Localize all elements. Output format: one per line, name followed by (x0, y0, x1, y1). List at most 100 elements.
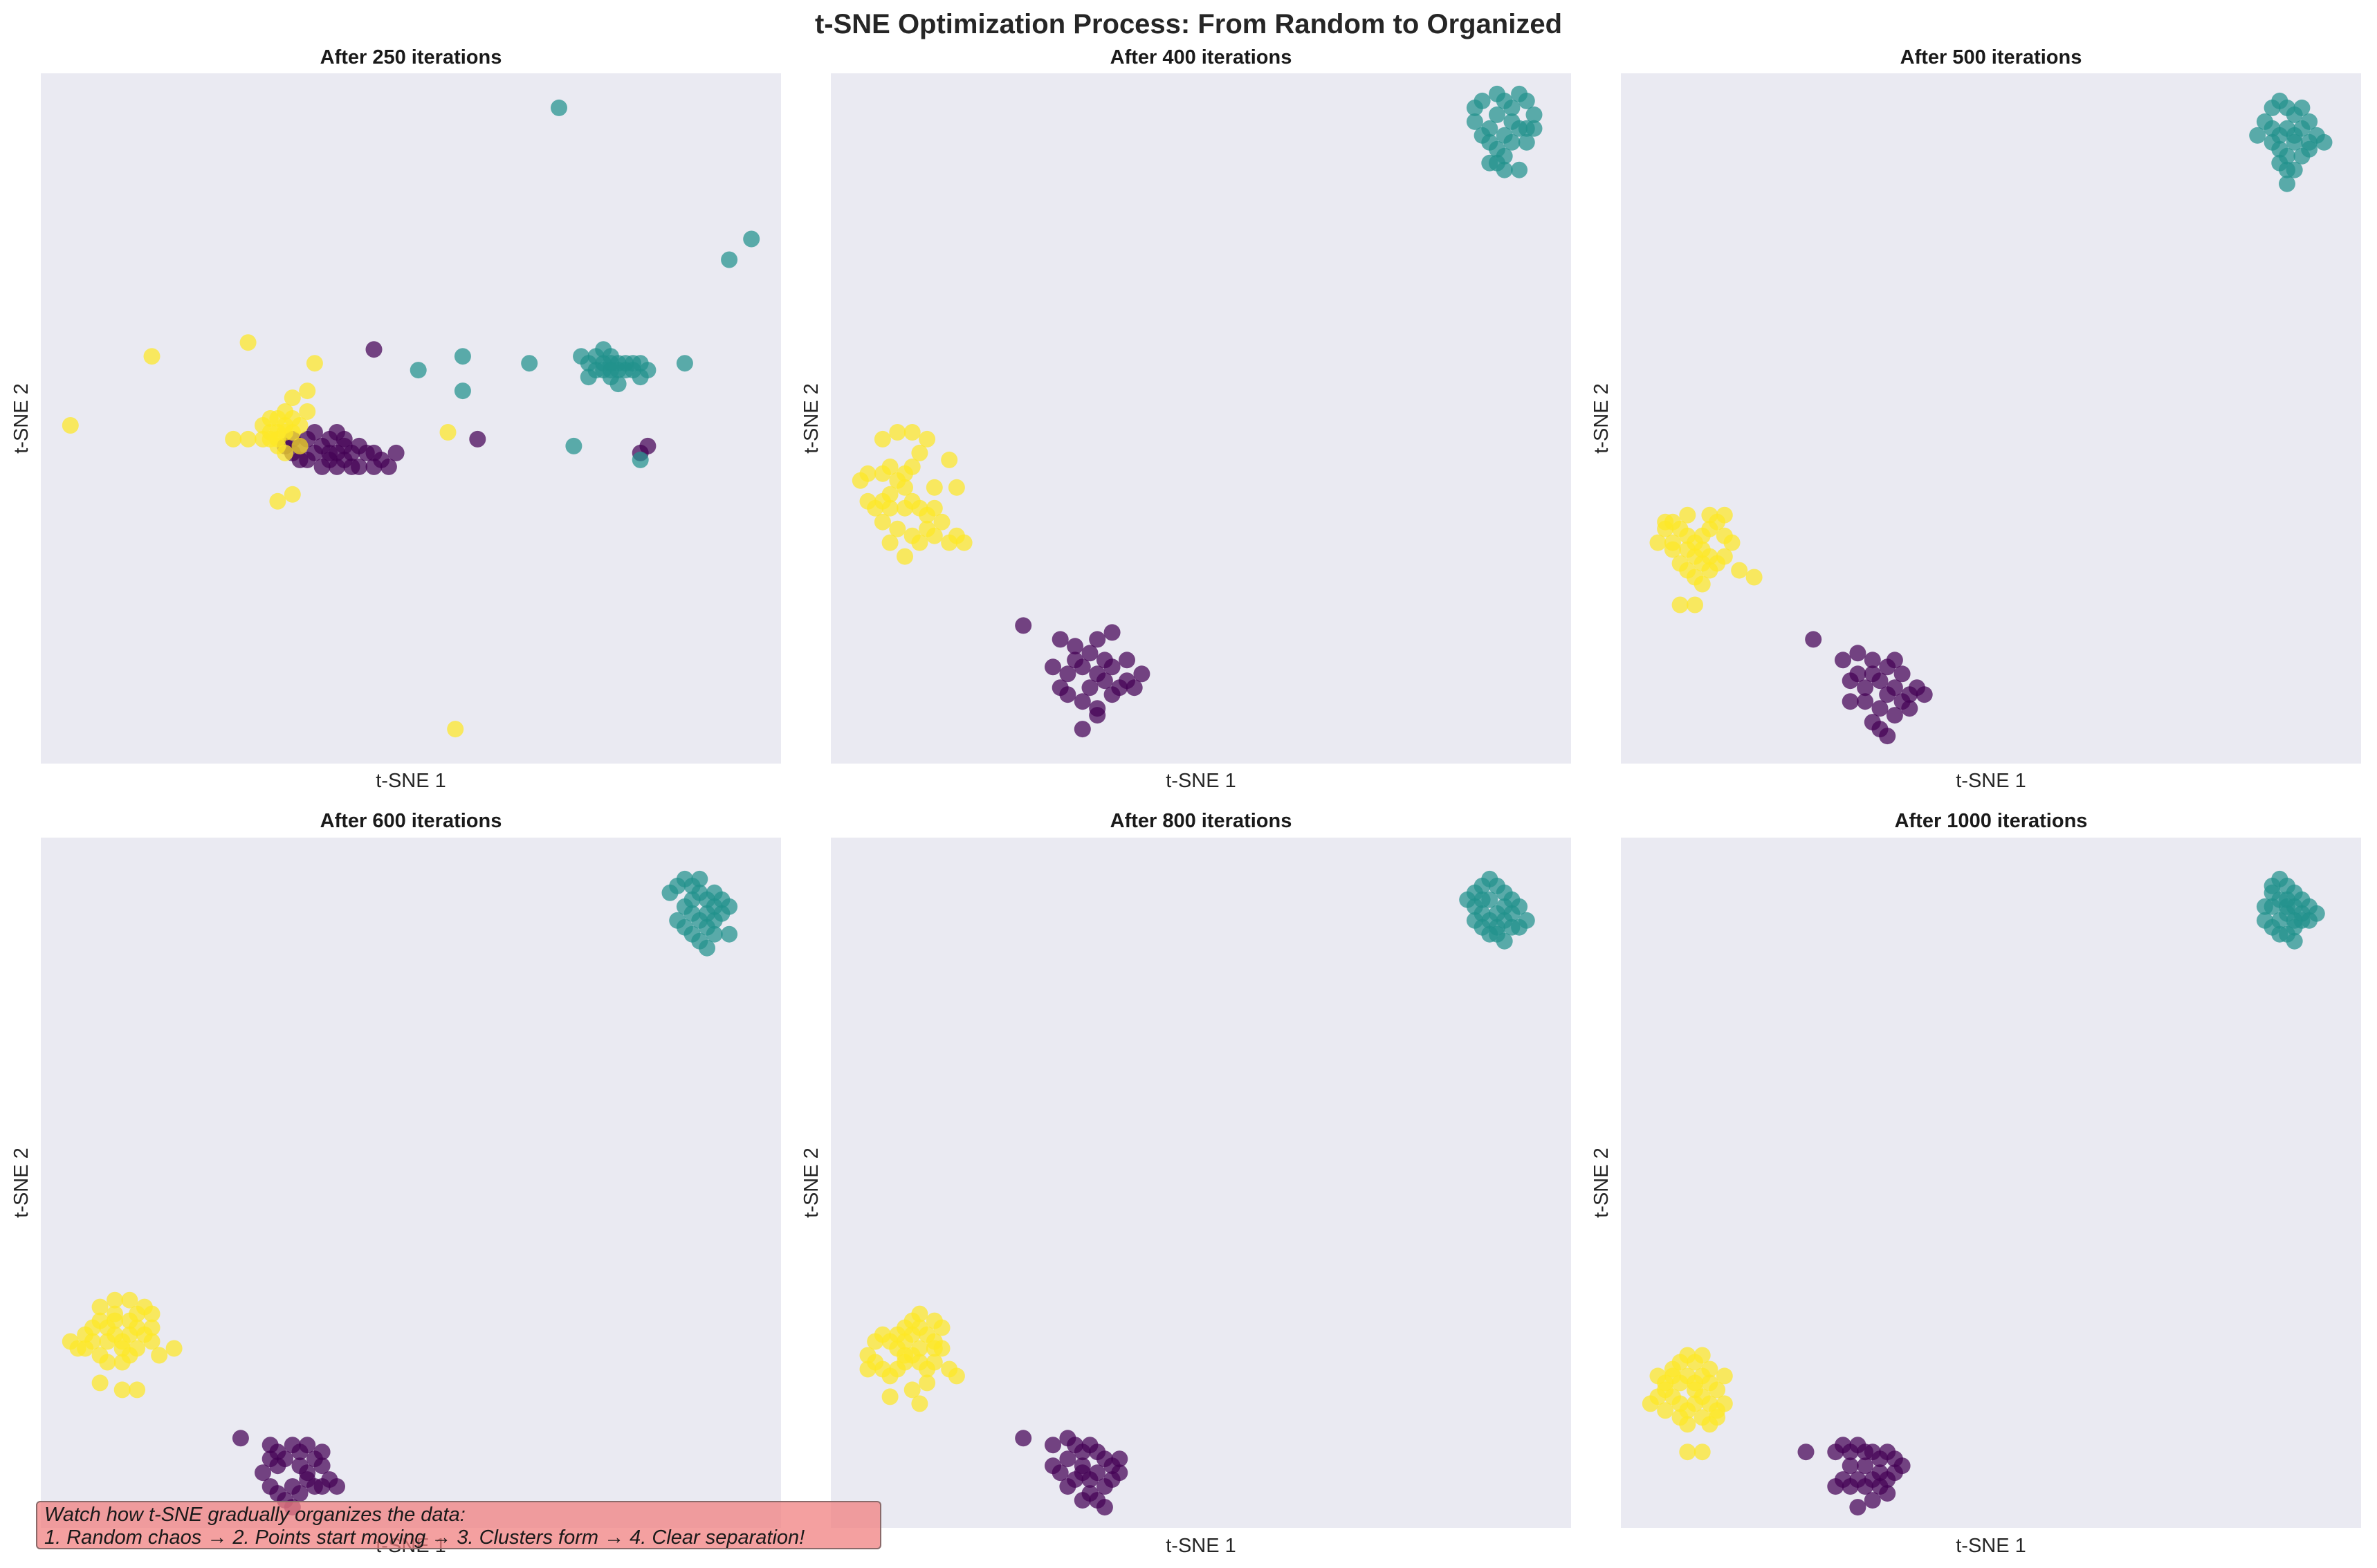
data-point-class-0 (1096, 672, 1113, 690)
data-point-class-0 (1893, 665, 1911, 683)
data-point-class-2 (1701, 1361, 1718, 1378)
data-point-class-0 (1827, 1478, 1844, 1495)
data-point-class-0 (299, 1437, 316, 1454)
data-point-class-1 (595, 341, 612, 358)
data-point-class-2 (225, 430, 242, 448)
data-point-class-2 (911, 1340, 928, 1357)
data-point-class-1 (1474, 92, 1491, 109)
caption-line-1: Watch how t-SNE gradually organizes the … (44, 1504, 466, 1526)
data-point-class-0 (1849, 645, 1866, 662)
data-point-class-2 (1731, 562, 1748, 579)
data-point-class-1 (1466, 113, 1483, 130)
data-point-class-2 (447, 721, 464, 738)
data-point-class-0 (299, 451, 316, 468)
data-point-class-1 (1496, 932, 1513, 950)
data-point-class-0 (1111, 1450, 1128, 1468)
data-point-class-2 (1679, 1347, 1696, 1364)
data-point-class-1 (2279, 891, 2295, 908)
data-point-class-0 (313, 1457, 331, 1475)
data-point-class-1 (706, 898, 723, 915)
data-point-class-1 (632, 451, 649, 468)
data-point-class-2 (1657, 1402, 1674, 1419)
data-point-class-2 (897, 548, 913, 565)
data-point-class-2 (859, 465, 877, 482)
data-point-class-1 (602, 355, 619, 372)
data-point-class-1 (1489, 154, 1505, 172)
data-point-class-2 (926, 527, 943, 544)
data-point-class-0 (329, 1478, 345, 1495)
data-point-class-1 (551, 99, 567, 116)
x-axis-label: t-SNE 1 (1166, 770, 1236, 792)
data-point-class-0 (306, 424, 323, 441)
data-point-class-1 (721, 251, 738, 268)
data-point-class-0 (1067, 638, 1084, 655)
data-point-class-0 (1857, 1457, 1874, 1475)
data-point-class-1 (454, 382, 471, 400)
data-point-class-0 (1045, 1437, 1061, 1454)
data-point-class-1 (2271, 154, 2288, 172)
data-point-class-0 (1871, 1464, 1889, 1482)
data-point-class-2 (911, 1305, 928, 1322)
data-point-class-0 (1103, 624, 1121, 641)
y-axis-label: t-SNE 2 (1590, 383, 1613, 454)
data-point-class-2 (1649, 1367, 1667, 1385)
plot-area (1621, 838, 2361, 1528)
data-point-class-1 (2256, 912, 2273, 929)
data-point-class-2 (881, 499, 899, 517)
data-point-class-0 (1089, 707, 1106, 724)
data-point-class-2 (897, 1347, 913, 1364)
data-point-class-0 (387, 444, 405, 461)
data-point-class-2 (113, 1381, 131, 1399)
data-point-class-2 (926, 1340, 943, 1357)
data-point-class-0 (277, 1450, 294, 1468)
data-point-class-1 (2249, 127, 2266, 144)
data-point-class-2 (1679, 506, 1696, 524)
data-point-class-0 (1015, 1430, 1032, 1447)
y-axis-label: t-SNE 2 (10, 383, 33, 454)
data-point-class-0 (1059, 1450, 1076, 1468)
data-point-class-1 (625, 355, 641, 372)
data-point-class-2 (1745, 569, 1763, 586)
data-point-class-2 (926, 479, 943, 496)
data-point-class-2 (269, 492, 286, 510)
caption-line-2: 1. Random chaos → 2. Points start moving… (44, 1527, 805, 1549)
data-point-class-2 (77, 1340, 94, 1357)
data-point-class-2 (889, 520, 906, 537)
data-point-class-2 (859, 1361, 877, 1378)
data-point-class-2 (1664, 541, 1681, 558)
data-point-class-2 (911, 444, 928, 461)
data-point-class-2 (1649, 534, 1667, 551)
data-point-class-2 (107, 1291, 123, 1309)
data-point-class-2 (874, 430, 891, 448)
data-point-class-2 (277, 444, 294, 461)
data-point-class-2 (1671, 555, 1689, 572)
data-point-class-0 (313, 1444, 331, 1461)
subplot-1000: After 1000 iterations t-SNE 1 t-SNE 2 (1590, 810, 2361, 1557)
data-point-class-2 (91, 1347, 109, 1364)
data-point-class-0 (1849, 665, 1866, 683)
data-point-class-2 (284, 389, 301, 407)
data-point-class-2 (911, 1395, 928, 1412)
subplot-800: After 800 iterations t-SNE 1 t-SNE 2 (800, 810, 1571, 1557)
data-point-class-2 (277, 424, 294, 441)
data-point-class-0 (1045, 658, 1061, 676)
data-point-class-0 (1059, 1478, 1076, 1495)
data-point-class-1 (1503, 99, 1521, 116)
data-point-class-2 (1716, 506, 1733, 524)
data-point-class-1 (683, 891, 701, 908)
data-point-class-0 (1805, 631, 1822, 648)
data-point-class-2 (255, 430, 271, 448)
data-point-class-1 (1511, 120, 1528, 137)
plot-area (1621, 73, 2361, 764)
data-point-class-1 (2286, 932, 2303, 950)
scatter-points (852, 85, 1543, 738)
data-point-class-2 (903, 424, 921, 441)
data-point-class-2 (306, 355, 323, 372)
data-point-class-0 (1111, 679, 1128, 697)
data-point-class-2 (99, 1333, 116, 1350)
data-point-class-0 (380, 458, 397, 475)
data-point-class-2 (1664, 1361, 1681, 1378)
data-point-class-0 (1126, 679, 1143, 697)
data-point-class-2 (1671, 1409, 1689, 1426)
data-point-class-0 (1849, 1499, 1866, 1516)
